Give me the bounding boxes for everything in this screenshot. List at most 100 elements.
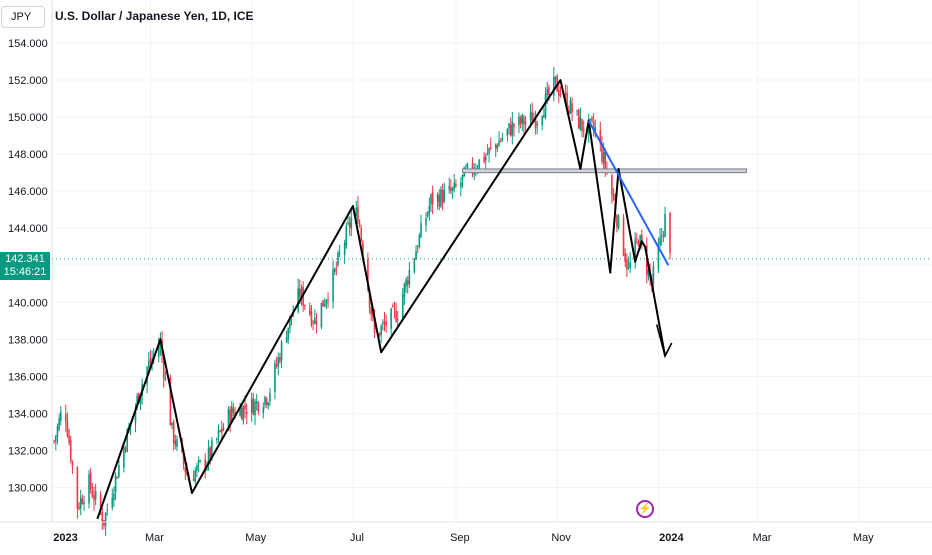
candle-body [506, 128, 509, 136]
last-price-value: 142.341 [5, 253, 45, 265]
candle-body [197, 460, 200, 463]
y-tick-label: 140.000 [8, 297, 48, 309]
candle-body [310, 311, 313, 325]
candle-body [123, 447, 125, 468]
candle-body [262, 407, 265, 414]
candle-body [408, 269, 411, 285]
y-tick-label: 154.000 [8, 38, 48, 50]
candle-body [566, 92, 568, 112]
candle-body [576, 110, 578, 112]
candle-body [362, 242, 364, 258]
candle-body [239, 407, 241, 416]
candle-body [413, 258, 416, 273]
candle-body [571, 103, 573, 113]
candle-body [360, 227, 363, 241]
x-tick-label: Nov [551, 532, 571, 544]
candle-body [254, 401, 256, 416]
candle-body [604, 151, 607, 169]
candle-body [451, 187, 454, 191]
candle-body [466, 163, 469, 168]
candle-body [300, 288, 303, 298]
candle-body [622, 217, 625, 256]
candle-body [280, 342, 283, 361]
candle-body [601, 144, 603, 162]
candle-body [558, 90, 560, 97]
candle-body [401, 294, 404, 320]
candle-body [440, 189, 442, 207]
candle-body [383, 321, 386, 324]
candle-body [636, 237, 638, 239]
candle-body [416, 248, 419, 250]
candle-body [531, 112, 534, 125]
candle-body [99, 494, 102, 512]
candle-body [196, 465, 198, 471]
candle-body [368, 291, 371, 308]
candle-body [498, 140, 500, 147]
candle-body [221, 428, 223, 433]
zigzag-drawing[interactable] [96, 79, 667, 520]
candle-body [335, 267, 338, 269]
resistance-zone[interactable] [462, 168, 747, 174]
candle-body [277, 357, 280, 367]
candle-body [641, 234, 643, 244]
candle-body [499, 140, 502, 142]
y-tick-label: 146.000 [8, 186, 48, 198]
candle-body [345, 225, 348, 246]
candle-body [103, 519, 105, 526]
candle-body [509, 124, 512, 136]
candle-body [415, 251, 417, 260]
candle-body [350, 217, 353, 229]
candle-body [529, 112, 532, 120]
candle-body [436, 194, 439, 202]
candle-body [553, 76, 555, 96]
y-tick-label: 148.000 [8, 149, 48, 161]
candle-body [169, 377, 172, 426]
candle-body [367, 259, 369, 290]
candle-body [577, 109, 580, 129]
candle-body [124, 448, 127, 451]
candle-body [337, 252, 339, 266]
candle-body [172, 421, 175, 443]
candle-body [406, 280, 409, 285]
candle-body [113, 493, 115, 500]
candle-body [639, 235, 641, 249]
lightning-icon[interactable]: ⚡ [636, 500, 654, 518]
candle-body [450, 187, 452, 192]
candle-body [564, 93, 567, 95]
candle-body [289, 316, 291, 329]
candle-body [315, 320, 318, 325]
candle-body [438, 195, 441, 207]
candle-body [192, 478, 195, 481]
candle-body [66, 422, 69, 436]
candle-body [448, 185, 451, 190]
candle-body [222, 427, 225, 431]
y-tick-label: 136.000 [8, 371, 48, 383]
candle-body [327, 299, 329, 301]
trendline-drawing[interactable] [587, 120, 670, 266]
candle-body [320, 302, 323, 328]
symbol-search-button[interactable]: JPY [1, 6, 45, 28]
candle-body [204, 459, 207, 469]
y-tick-label: 150.000 [8, 112, 48, 124]
candle-body [544, 94, 547, 118]
candle-body [114, 474, 117, 492]
bar-countdown: 15:46:21 [3, 266, 47, 278]
candle-body [358, 223, 361, 227]
candle-body [139, 394, 142, 404]
candle-body [637, 241, 640, 247]
candle-body [611, 175, 613, 196]
y-tick-label: 138.000 [8, 334, 48, 346]
candle-body [546, 89, 548, 95]
x-tick-label: May [853, 532, 874, 544]
last-price-badge: 142.341 15:46:21 [0, 252, 50, 280]
arrowhead-drawing[interactable] [655, 324, 673, 359]
candle-body [304, 305, 306, 307]
candle-body [194, 470, 197, 482]
candle-body [443, 189, 446, 202]
candle-body [152, 354, 155, 356]
candle-body [405, 279, 407, 287]
candle-body [612, 194, 615, 201]
candle-body [534, 118, 537, 128]
